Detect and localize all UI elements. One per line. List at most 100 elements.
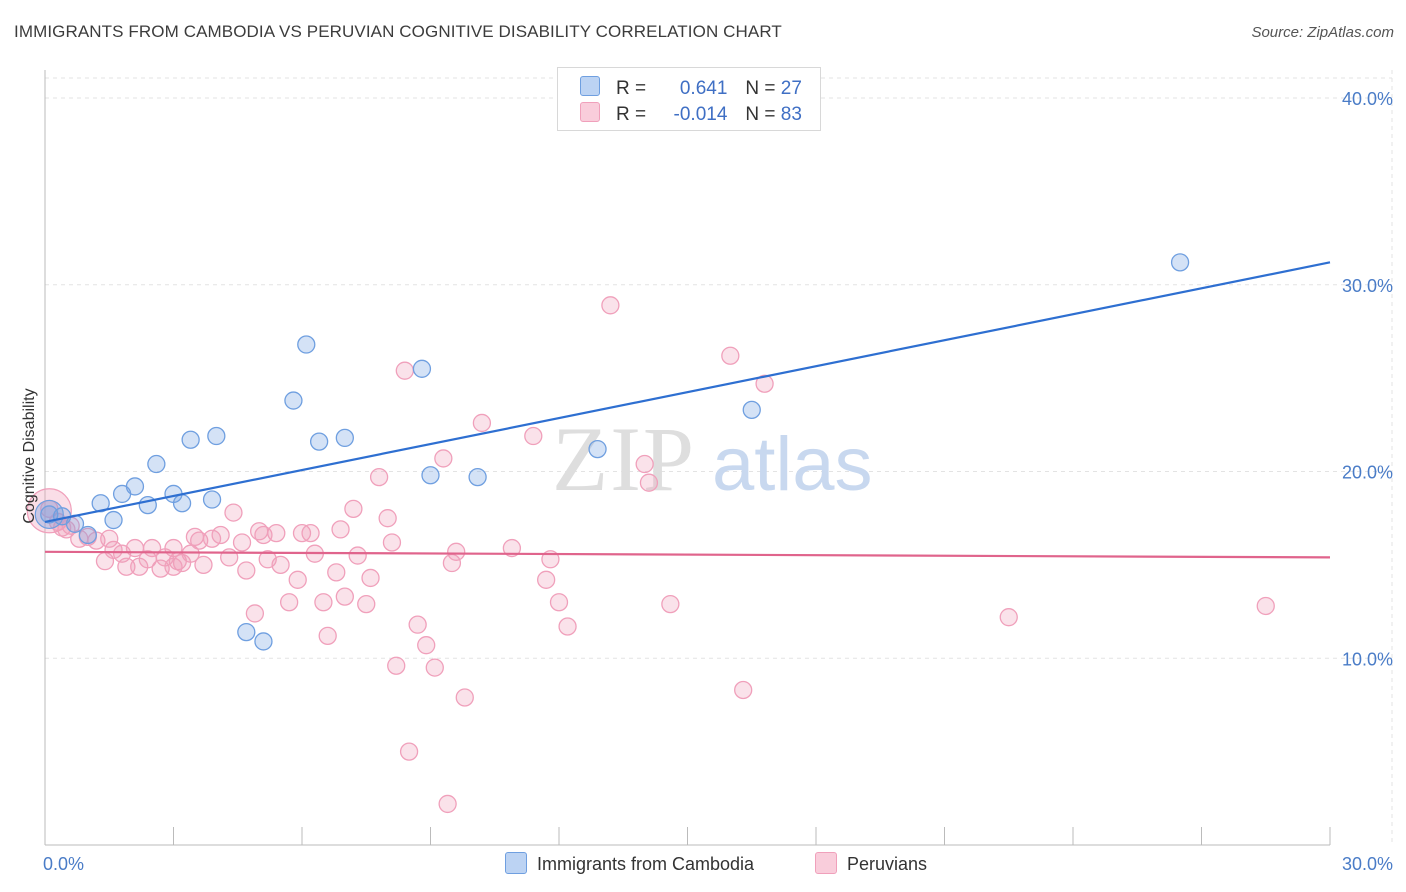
trend-lines	[44, 261, 1331, 559]
cambodia-point	[237, 622, 256, 642]
peruvians-point	[318, 626, 337, 645]
peruvians-point	[117, 557, 136, 576]
peruvians-legend-swatch	[815, 852, 837, 874]
legend-label: Peruvians	[847, 854, 928, 874]
cambodia-point	[297, 335, 316, 354]
peruvians-point	[721, 346, 740, 365]
cambodia-point	[254, 632, 273, 651]
cambodia-point	[147, 454, 166, 474]
cambodia-point	[202, 490, 222, 509]
legend-row-cambodia: R = 0.641 N = 27	[580, 76, 802, 100]
y-tick-label: 10.0%	[1342, 649, 1393, 669]
cambodia-point	[335, 428, 354, 448]
y-tick-label: 30.0%	[1342, 276, 1393, 296]
peruvians-point	[755, 374, 774, 393]
cambodia-swatch	[580, 76, 600, 96]
cambodia-point	[104, 510, 123, 530]
peruvians-point	[455, 688, 474, 707]
y-tick-label: 40.0%	[1342, 89, 1393, 109]
cambodia-point	[421, 466, 440, 485]
axes	[44, 70, 1331, 846]
r-label: R =	[616, 104, 647, 125]
peruvians-point	[502, 538, 522, 558]
cambodia-point	[742, 400, 761, 420]
x-tick-label: 30.0%	[1342, 854, 1393, 874]
cambodia-point	[468, 467, 487, 487]
watermark-zip: ZIP	[552, 408, 696, 510]
peruvians-point	[537, 570, 556, 589]
n-value: 27	[780, 78, 802, 99]
peruvians-point	[447, 542, 466, 561]
correlation-legend: R = 0.641 N = 27 R = -0.014 N = 83	[557, 67, 821, 131]
cambodia-point	[34, 499, 64, 530]
legend-item-peruvians: Peruvians	[815, 852, 927, 875]
peruvians-point	[438, 794, 457, 814]
peruvians-point	[181, 544, 200, 563]
peruvians-points	[26, 296, 1275, 814]
cambodia-point	[284, 391, 303, 410]
cambodia-point	[1170, 253, 1190, 272]
peruvians-point	[472, 413, 492, 433]
peruvians-point	[279, 593, 299, 612]
peruvians-swatch	[580, 102, 600, 122]
r-value: -0.014	[673, 104, 728, 125]
watermark: ZIP atlas	[552, 408, 873, 510]
peruvians-point	[378, 509, 397, 528]
peruvians-point	[395, 361, 414, 380]
cambodia-point	[172, 494, 192, 513]
peruvians-point	[558, 617, 577, 636]
cambodia-point	[125, 477, 145, 496]
n-label: N =	[745, 78, 776, 99]
peruvians-point	[335, 587, 354, 606]
cambodia-point	[207, 426, 226, 446]
r-label: R =	[616, 78, 647, 99]
cambodia-point	[412, 359, 432, 378]
peruvians-point	[271, 555, 290, 575]
legend-row-peruvians: R = -0.014 N = 83	[580, 102, 802, 126]
source-label: Source: ZipAtlas.com	[1251, 24, 1394, 41]
peruvians-point	[348, 546, 367, 565]
peruvians-point	[26, 488, 72, 534]
peruvians-point	[635, 454, 654, 474]
peruvians-point	[382, 533, 402, 552]
peruvians-point	[601, 296, 620, 315]
grid-lines	[45, 70, 1393, 845]
peruvians-point	[999, 608, 1018, 627]
peruvians-point	[164, 557, 183, 576]
peruvians-point	[314, 593, 333, 612]
x-tick-label: 0.0%	[43, 854, 84, 874]
peruvians-point	[387, 656, 406, 675]
y-axis-label: Cognitive Disability	[21, 388, 38, 523]
peruvians-point	[100, 529, 119, 548]
peruvians-point	[1256, 596, 1275, 616]
peruvians-trend-line	[44, 550, 1331, 559]
n-label: N =	[745, 104, 776, 125]
n-value: 83	[780, 104, 802, 125]
cambodia-trend-line	[44, 261, 1331, 524]
legend-item-cambodia: Immigrants from Cambodia	[505, 852, 754, 875]
peruvians-point	[399, 742, 419, 761]
cambodia-points	[34, 253, 1190, 651]
chart-title: IMMIGRANTS FROM CAMBODIA VS PERUVIAN COG…	[14, 22, 782, 41]
peruvians-point	[288, 570, 307, 589]
cambodia-point	[588, 439, 607, 459]
peruvians-point	[734, 680, 753, 700]
peruvians-point	[425, 658, 444, 677]
peruvians-point	[361, 568, 380, 588]
peruvians-point	[369, 467, 389, 487]
peruvians-point	[639, 473, 659, 492]
peruvians-point	[524, 426, 543, 446]
peruvians-point	[357, 594, 376, 614]
peruvians-point	[232, 533, 252, 552]
peruvians-point	[661, 594, 680, 614]
cambodia-legend-swatch	[505, 852, 527, 874]
peruvians-point	[220, 548, 239, 567]
peruvians-point	[254, 525, 273, 545]
peruvians-point	[301, 523, 320, 543]
cambodia-point	[78, 525, 97, 545]
peruvians-point	[245, 604, 265, 623]
peruvians-point	[549, 593, 569, 612]
peruvians-point	[408, 615, 427, 634]
peruvians-point	[224, 503, 243, 522]
